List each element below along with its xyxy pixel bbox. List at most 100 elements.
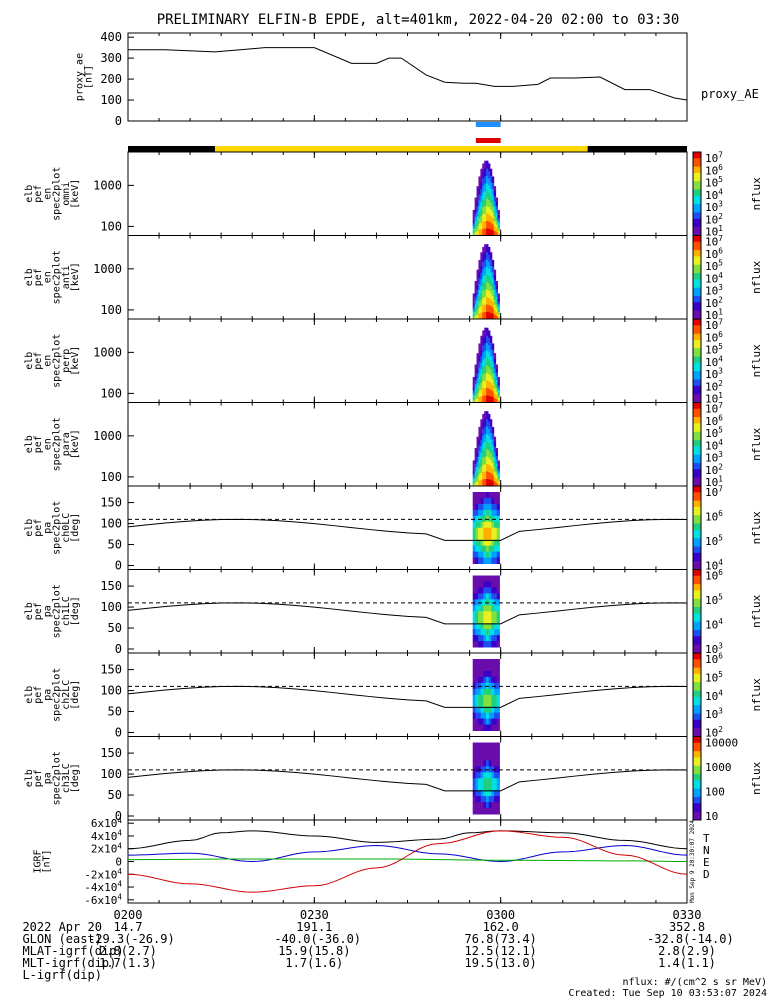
spectrogram-pixel [491,396,495,403]
spectrogram-pixel [483,575,487,582]
spectrogram-pixel [472,478,476,482]
spectrogram-pixel [483,641,487,648]
sector-bar-red [475,138,501,143]
spectrogram-pixel [472,209,476,214]
spectrogram-pixel [486,365,489,374]
spectrogram-pixel [483,587,487,594]
spectrogram-pixel [488,635,492,642]
spectrogram-pixel [487,170,491,179]
spectrogram-pixel [476,471,479,477]
spectrogram-pixel [491,205,495,213]
spectrogram-pixel [493,279,497,285]
spectrogram-pixel [478,581,482,588]
colorbar-segment [693,360,701,364]
colorbar-segment [693,440,701,443]
spectrogram-pixel [493,476,497,482]
igrf-ytick-label: -6x104 [84,892,122,906]
spectrogram-pixel [483,670,487,678]
spectrogram-pixel [488,682,492,690]
spectrogram-pixel [484,311,487,320]
status-bar-black [587,146,687,152]
footer-value: 1.7(1.3) [99,956,157,970]
spectrogram-pixel [486,790,490,797]
spectrogram-pixel [496,557,500,564]
colorbar-segment [693,488,701,491]
colorbar-segment [693,705,701,708]
spectrogram-pixel [483,682,487,690]
spectrogram-pixel [496,694,500,702]
spectrogram-pixel [484,426,487,435]
axis-label-line: elb [24,519,35,537]
colorbar-segment [693,646,701,650]
footer-value: 1.7(1.6) [285,956,344,970]
colorbar-segment [693,630,701,633]
spectrogram-pixel [495,212,499,218]
colorbar-segment [693,811,701,815]
colorbar-segment [693,206,701,209]
spectrogram-pixel [478,188,481,195]
spectrogram-pixel [480,222,483,230]
spectrogram-pixel [478,533,482,541]
colorbar-label: 104 [705,617,723,631]
spectrogram-pixel [478,283,481,290]
spectrogram-pixel [486,593,490,600]
colorbar-segment [693,738,701,742]
spectrogram-pixel [476,205,479,212]
colorbar [693,653,701,737]
colorbar-segment [693,525,701,529]
spectrogram-pixel [486,448,489,457]
colorbar-label: 100 [705,786,725,799]
axis-label-line: pef [33,352,44,370]
spectrogram-pixel [478,527,482,535]
colorbar-segment [693,690,701,694]
spectrogram-pixel [494,492,498,499]
colorbar-segment [693,179,701,182]
spectrogram-pixel [476,230,479,236]
spectrogram-pixel [486,521,490,529]
colorbar-segment [693,667,701,671]
colorbar-segment [693,803,701,806]
spectrogram-pixel [478,497,482,505]
spectrogram-pixel [495,383,499,388]
axis-label-line: [keV] [70,346,81,376]
spectrogram-pixel [478,754,482,761]
igrf-line-T [127,830,688,850]
spectrogram-pixel [496,778,500,785]
spectrogram-pixel [483,551,487,559]
spectrogram-pixel [494,503,498,511]
spectrogram-pixel [491,641,495,648]
spectrogram-pixel [496,641,500,648]
spectrogram-ytick-label: 1000 [93,345,122,359]
spectrogram-pixel [495,482,499,487]
spectrogram-pixel [496,659,500,666]
colorbar-segment [693,797,701,800]
spectrogram-pixel [472,724,476,731]
spectrogram-pixel [483,629,487,636]
colorbar-segment [693,296,701,299]
colorbar-segment [693,521,701,525]
spectrogram-pixel [482,282,485,291]
spectrogram-pixel [486,395,489,403]
igrf-legend-T: T [703,832,710,845]
spectrogram-pixel [484,441,487,450]
spectrogram-pixel [475,796,479,803]
spectrogram-pixel [489,175,493,183]
spectrogram-pixel [486,575,490,582]
spectrogram-pixel [478,772,482,779]
footer-value: 0200 [113,908,143,922]
spectrogram-pixel [478,784,482,791]
spectrogram-pixel [496,593,500,600]
spectrogram-pixel [476,466,479,472]
spectrogram-pixel [476,279,479,285]
spectrogram-pixel [486,754,490,761]
spectrogram-pixel [480,605,484,612]
spectrogram-pixel [491,706,495,714]
axis-label-line: pef [33,769,44,787]
colorbar-segment [693,498,701,502]
spectrogram-pixel [496,718,500,726]
spectrogram-pixel [478,259,481,267]
spectrogram-pixel [487,275,491,284]
colorbar-segment [693,356,701,360]
spectrogram-pixel [480,808,484,815]
spectrogram-pixel [494,700,498,708]
